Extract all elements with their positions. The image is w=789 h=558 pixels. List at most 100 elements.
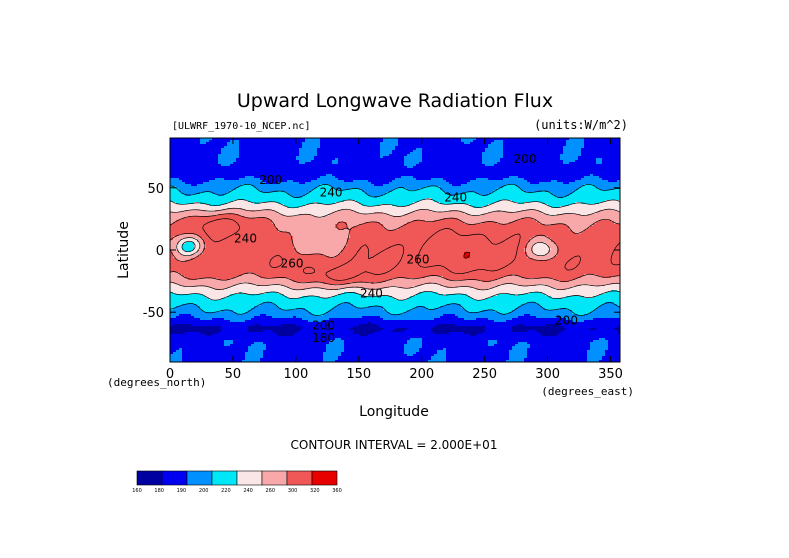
field-cell: [410, 138, 414, 141]
field-cell: [299, 140, 303, 143]
field-cell: [188, 162, 192, 165]
field-cell: [350, 156, 354, 159]
field-cell: [413, 164, 417, 167]
field-cell: [341, 154, 345, 157]
field-cell: [518, 154, 522, 157]
field-cell: [197, 146, 201, 149]
field-cell: [311, 164, 315, 167]
field-cell: [221, 144, 225, 147]
field-cell: [242, 146, 246, 149]
field-cell: [353, 162, 357, 165]
field-cell: [188, 156, 192, 159]
field-cell: [194, 154, 198, 157]
field-cell: [302, 164, 306, 167]
field-cell: [452, 140, 456, 143]
field-cell: [503, 152, 507, 155]
field-cell: [602, 156, 606, 159]
field-cell: [563, 160, 567, 163]
field-cell: [503, 146, 507, 149]
field-cell: [446, 160, 450, 163]
field-cell: [527, 146, 531, 149]
field-cell: [206, 156, 210, 159]
field-cell: [227, 166, 231, 169]
field-cell: [248, 152, 252, 155]
field-cell: [416, 138, 420, 141]
field-cell: [296, 140, 300, 143]
field-cell: [614, 144, 618, 147]
field-cell: [509, 156, 513, 159]
field-cell: [362, 144, 366, 147]
field-cell: [449, 148, 453, 151]
field-cell: [407, 142, 411, 145]
field-cell: [290, 140, 294, 143]
field-cell: [371, 160, 375, 163]
field-cell: [602, 158, 606, 161]
field-cell: [599, 160, 603, 163]
field-cell: [413, 142, 417, 145]
field-cell: [272, 154, 276, 157]
field-cell: [470, 158, 474, 161]
field-cell: [260, 166, 264, 169]
field-cell: [299, 138, 303, 141]
field-cell: [356, 160, 360, 163]
field-cell: [212, 144, 216, 147]
field-cell: [437, 164, 441, 167]
field-cell: [479, 140, 483, 143]
field-cell: [227, 148, 231, 151]
field-cell: [530, 158, 534, 161]
field-cell: [425, 144, 429, 147]
field-cell: [461, 158, 465, 161]
field-cell: [611, 156, 615, 159]
field-cell: [233, 146, 237, 149]
field-cell: [320, 158, 324, 161]
field-cell: [473, 162, 477, 165]
field-cell: [332, 148, 336, 151]
field-cell: [245, 142, 249, 145]
field-cell: [359, 156, 363, 159]
field-cell: [539, 160, 543, 163]
field-cell: [248, 150, 252, 153]
field-cell: [425, 160, 429, 163]
field-cell: [554, 142, 558, 145]
field-cell: [518, 148, 522, 151]
field-cell: [401, 148, 405, 151]
field-cell: [494, 158, 498, 161]
field-cell: [581, 154, 585, 157]
field-cell: [218, 142, 222, 145]
field-cell: [227, 158, 231, 161]
field-cell: [215, 152, 219, 155]
field-cell: [509, 148, 513, 151]
field-cell: [173, 160, 177, 163]
field-cell: [428, 140, 432, 143]
field-cell: [524, 148, 528, 151]
field-cell: [194, 146, 198, 149]
field-cell: [341, 138, 345, 141]
field-cell: [332, 152, 336, 155]
field-cell: [617, 140, 620, 143]
field-cell: [596, 144, 600, 147]
field-cell: [227, 162, 231, 165]
field-cell: [371, 144, 375, 147]
field-cell: [257, 150, 261, 153]
field-cell: [614, 148, 618, 151]
field-cell: [344, 150, 348, 153]
field-cell: [563, 150, 567, 153]
field-cell: [284, 150, 288, 153]
field-cell: [341, 160, 345, 163]
field-cell: [182, 148, 186, 151]
field-cell: [362, 156, 366, 159]
field-cell: [242, 152, 246, 155]
field-cell: [590, 148, 594, 151]
field-cell: [398, 158, 402, 161]
field-cell: [404, 166, 408, 169]
field-cell: [470, 148, 474, 151]
field-cell: [314, 152, 318, 155]
field-cell: [410, 146, 414, 149]
field-cell: [173, 156, 177, 159]
field-cell: [176, 140, 180, 143]
field-cell: [236, 138, 240, 141]
field-cell: [230, 160, 234, 163]
field-cell: [533, 154, 537, 157]
field-cell: [374, 158, 378, 161]
